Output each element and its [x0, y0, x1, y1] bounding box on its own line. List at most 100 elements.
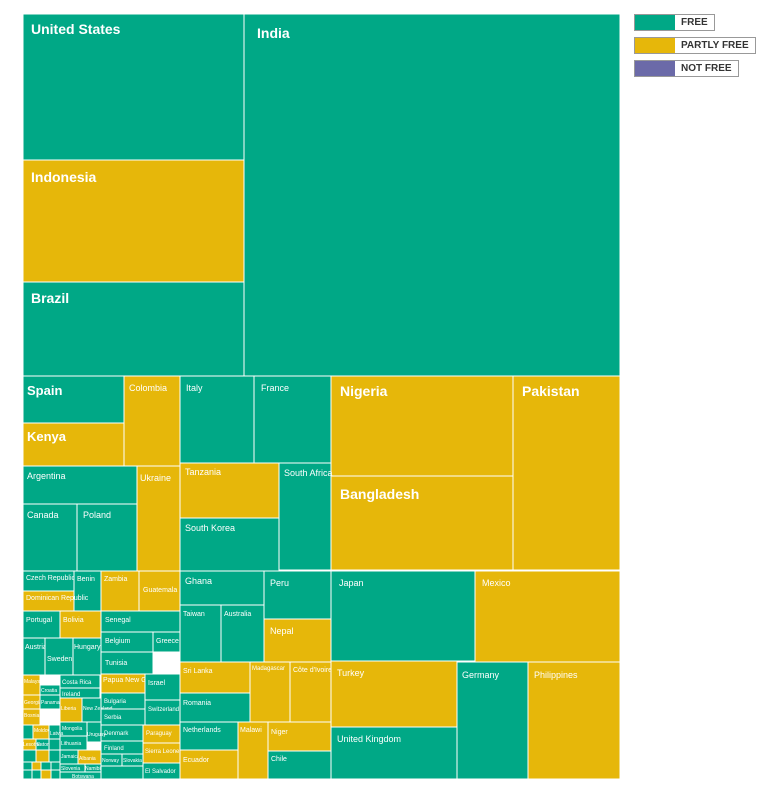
treemap-label-ghana: Ghana [185, 576, 212, 586]
treemap-label-malawi: Malawi [240, 727, 262, 734]
treemap-label-brazil: Brazil [31, 290, 69, 306]
treemap-label-slovakia: Slovakia [123, 758, 142, 764]
treemap-cell-guatemala [138, 570, 181, 612]
treemap-cell-switzerland [144, 699, 181, 728]
treemap-label-costa-rica: Costa Rica [62, 680, 92, 686]
treemap-label-poland: Poland [83, 510, 111, 520]
treemap-cell-south-africa [278, 462, 332, 571]
treemap-label-czech-republic: Czech Republic [26, 575, 76, 582]
treemap-cell-mexico [474, 570, 621, 663]
legend: FREE PARTLY FREE NOT FREE [634, 14, 756, 83]
treemap-label-india: India [257, 25, 290, 41]
treemap-cell-peru [263, 570, 332, 620]
treemap-label-benin: Benin [77, 576, 95, 583]
treemap-label-ecuador: Ecuador [183, 757, 210, 764]
treemap-cell-germany [456, 661, 529, 780]
treemap-cell-italy [179, 375, 255, 464]
treemap-cell-chile [267, 750, 332, 780]
treemap-label-latvia: Latvia [50, 731, 64, 737]
treemap-label-ireland: Ireland [62, 692, 80, 698]
treemap-cell-tanzania [179, 462, 280, 519]
legend-swatch-partly-free [635, 38, 675, 53]
treemap-label-cote-d-ivoire: Côte d'Ivoire [293, 667, 332, 674]
treemap-cell-brazil [22, 281, 245, 377]
treemap-cell-portugal [22, 610, 61, 639]
treemap-label-tanzania: Tanzania [185, 467, 221, 477]
treemap-label-pakistan: Pakistan [522, 383, 580, 399]
treemap-cell-malaysia [22, 674, 41, 696]
treemap-label-madagascar: Madagascar [252, 666, 285, 672]
treemap-cell-unlabeled-99 [48, 738, 61, 751]
treemap-label-sweden: Sweden [47, 656, 72, 663]
treemap-label-el-salvador: El Salvador [145, 769, 176, 775]
treemap-cell-pakistan [512, 375, 621, 571]
treemap-label-taiwan: Taiwan [183, 611, 205, 618]
treemap-cell-malawi [237, 721, 269, 780]
treemap-label-bangladesh: Bangladesh [340, 486, 419, 502]
treemap-label-romania: Romania [183, 700, 211, 707]
treemap-label-turkey: Turkey [337, 668, 365, 678]
treemap-cell-unlabeled-88 [48, 749, 61, 763]
treemap-label-united-kingdom: United Kingdom [337, 734, 401, 744]
legend-label-free: FREE [681, 17, 708, 28]
treemap-label-panama: Panama [41, 700, 60, 706]
treemap-label-spain: Spain [27, 383, 62, 398]
treemap-label-mexico: Mexico [482, 578, 511, 588]
treemap-cell-zambia [100, 570, 140, 612]
treemap-label-ukraine: Ukraine [140, 473, 171, 483]
treemap-cell-cote-d-ivoire [289, 661, 332, 723]
treemap-label-japan: Japan [339, 578, 364, 588]
treemap-label-chile: Chile [271, 756, 287, 763]
treemap-label-nigeria: Nigeria [340, 383, 388, 399]
treemap-cell-canada [22, 503, 78, 572]
treemap-cell-india [243, 13, 621, 377]
treemap-label-lesotho: Lesotho [23, 742, 41, 748]
treemap-cell-turkey [330, 660, 458, 728]
legend-item-free: FREE [634, 14, 715, 31]
treemap-label-croatia: Croatia [41, 688, 57, 694]
treemap-cell-uruguay [86, 721, 102, 743]
treemap-label-nepal: Nepal [270, 626, 294, 636]
treemap-label-papua-new-guinea: Papua New Guinea [103, 677, 164, 684]
treemap-cell-south-korea [179, 517, 280, 572]
treemap-label-moldova: Moldova [34, 728, 53, 734]
treemap-label-sri-lanka: Sri Lanka [183, 668, 213, 675]
treemap-label-senegal: Senegal [105, 617, 131, 624]
treemap-cell-romania [179, 692, 251, 723]
treemap-cell-unlabeled-90 [31, 761, 42, 771]
legend-swatch-not-free [635, 61, 675, 76]
treemap-label-france: France [261, 383, 289, 393]
treemap-label-united-states: United States [31, 21, 121, 37]
treemap-cell-unlabeled-91 [40, 761, 52, 771]
treemap-label-lithuania: Lithuania [61, 741, 82, 747]
treemap-label-paraguay: Paraguay [146, 731, 172, 737]
treemap-cell-unlabeled-97 [100, 765, 144, 780]
treemap-label-philippines: Philippines [534, 670, 578, 680]
treemap-cell-unlabeled-92 [50, 761, 61, 771]
treemap-label-sierra-leone: Sierra Leone [145, 749, 180, 755]
treemap-cell-greece [152, 631, 181, 653]
treemap-label-belgium: Belgium [105, 638, 130, 645]
treemap-label-indonesia: Indonesia [31, 169, 97, 185]
treemap-cell-unlabeled-89 [22, 761, 33, 771]
treemap-cell-bolivia [59, 610, 102, 639]
treemap-label-namibia: Namibia [85, 766, 104, 772]
treemap-cell-benin [73, 570, 102, 612]
treemap-label-mongolia: Mongolia [62, 726, 83, 732]
treemap-label-bulgaria: Bulgaria [104, 699, 127, 705]
treemap-cell-nepal [263, 618, 332, 663]
treemap-label-kenya: Kenya [27, 429, 67, 444]
treemap-label-uruguay: Uruguay [87, 732, 106, 738]
treemap-label-portugal: Portugal [26, 617, 53, 624]
treemap-label-bosnia-herz: Bosnia-Herz. [24, 713, 53, 719]
treemap-cell-israel [144, 673, 181, 701]
treemap-cell-nigeria [330, 375, 514, 477]
legend-swatch-free [635, 15, 675, 30]
treemap-label-new-zealand: New Zealand [83, 706, 113, 712]
treemap-cell-taiwan [179, 604, 222, 663]
treemap-label-finland: Finland [104, 746, 124, 752]
treemap-label-guatemala: Guatemala [143, 587, 177, 594]
treemap-cell-ecuador [179, 749, 239, 780]
treemap-cell-unlabeled-95 [40, 769, 52, 780]
